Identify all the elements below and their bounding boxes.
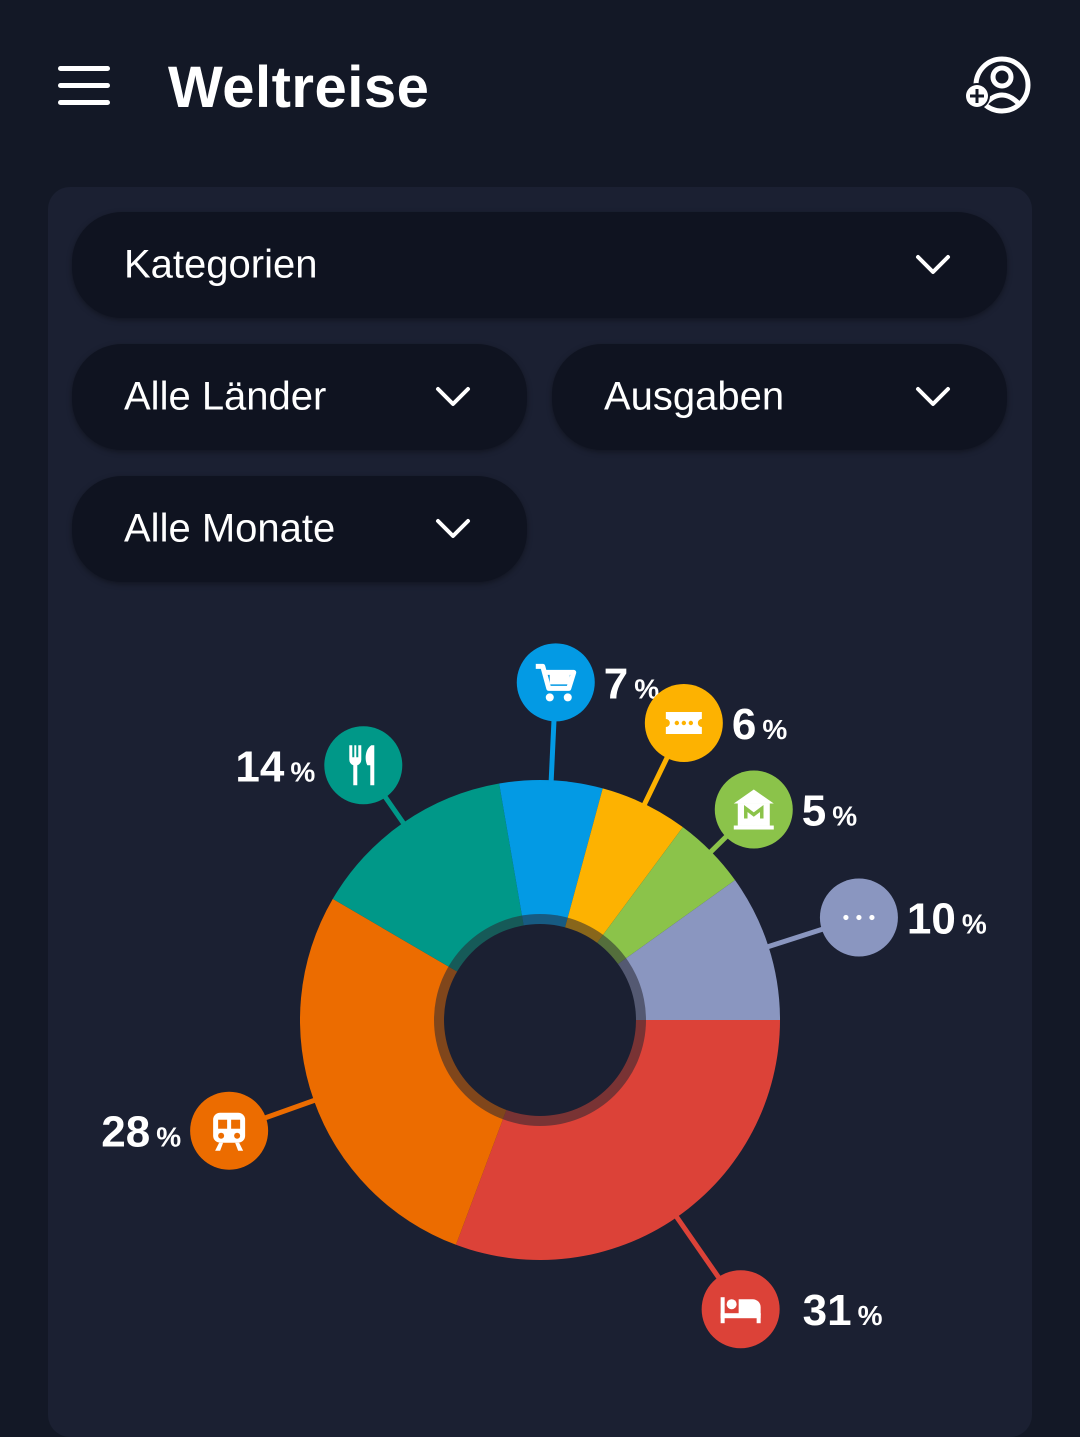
category-donut-chart: 31 % 28 % 14 % 7 % 6 % 5 % 10% [101,643,987,1349]
slice-percentage: 5% [802,787,857,836]
month-dropdown-label: Alle Monate [124,506,336,551]
slice-percentage: 31% [803,1286,883,1335]
month-dropdown[interactable]: Alle Monate [72,476,527,582]
category-dropdown-label: Kategorien [124,242,318,287]
menu-icon[interactable] [48,56,120,116]
type-dropdown[interactable]: Ausgaben [552,344,1007,450]
slice-percentage: 14% [235,742,315,791]
chevron-down-icon [436,519,470,538]
type-dropdown-label: Ausgaben [604,374,785,419]
country-dropdown[interactable]: Alle Länder [72,344,527,450]
country-dropdown-label: Alle Länder [124,374,327,419]
add-user-icon[interactable] [958,52,1034,118]
chevron-down-icon [916,255,950,274]
museum-icon [733,789,774,830]
slice-percentage: 6% [732,700,787,749]
slice-percentage: 28% [101,1108,181,1157]
slice-percentage: 7% [604,659,659,708]
category-dropdown[interactable]: Kategorien [72,212,1007,318]
more-icon [843,914,875,921]
app-bar: Weltreise [0,0,1080,180]
donut-slice[interactable] [499,780,603,1020]
ticket-icon [665,711,702,734]
train-icon [213,1112,246,1151]
donut-hole [444,924,636,1116]
restaurant-icon [349,745,375,786]
bed-icon [720,1297,761,1324]
chevron-down-icon [436,387,470,406]
shopping-cart-icon [535,663,577,702]
slice-percentage: 10% [907,894,987,943]
page-title: Weltreise [168,55,430,120]
chevron-down-icon [916,387,950,406]
callout-badge[interactable] [324,726,403,805]
